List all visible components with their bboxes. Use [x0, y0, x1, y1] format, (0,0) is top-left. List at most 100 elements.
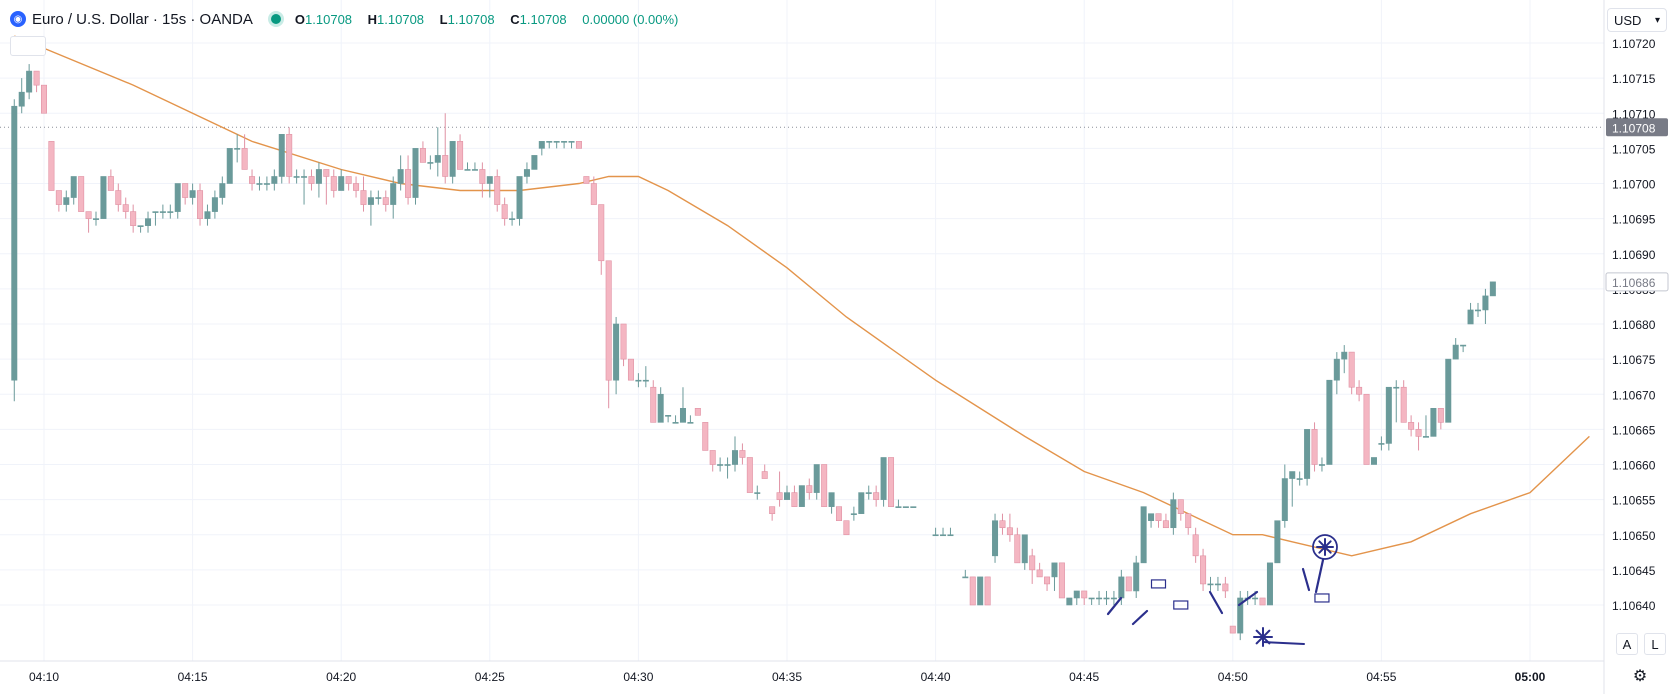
candle-down[interactable]: [479, 162, 486, 198]
candle-down[interactable]: [999, 513, 1006, 535]
candle-up[interactable]: [858, 492, 865, 514]
candle-down[interactable]: [85, 211, 92, 233]
candle-up[interactable]: [11, 99, 18, 402]
candle-up[interactable]: [1237, 590, 1244, 641]
candle-up[interactable]: [63, 190, 70, 212]
annotation-stroke[interactable]: [1262, 641, 1305, 645]
candle-up[interactable]: [1110, 590, 1117, 605]
candle-down[interactable]: [1081, 590, 1088, 605]
annotation-circled-star[interactable]: [1316, 538, 1334, 556]
candle-up[interactable]: [1066, 597, 1073, 606]
candle-up[interactable]: [434, 127, 441, 177]
candle-up[interactable]: [397, 155, 404, 191]
candle-up[interactable]: [1341, 345, 1348, 374]
candle-down[interactable]: [1192, 527, 1199, 563]
candle-down[interactable]: [494, 169, 501, 212]
candle-up[interactable]: [783, 485, 790, 500]
tradingview-logo-icon[interactable]: ◉: [10, 11, 26, 27]
candle-down[interactable]: [308, 169, 315, 191]
annotation-box[interactable]: [1150, 579, 1167, 589]
candle-down[interactable]: [345, 176, 352, 191]
candle-up[interactable]: [301, 169, 308, 205]
candle-down[interactable]: [182, 183, 189, 205]
candle-down[interactable]: [330, 169, 337, 198]
candle-up[interactable]: [412, 148, 419, 205]
candle-up[interactable]: [523, 162, 530, 184]
candle-down[interactable]: [1029, 548, 1036, 584]
candle-up[interactable]: [932, 527, 939, 537]
candle-down[interactable]: [650, 380, 657, 423]
candle-up[interactable]: [219, 176, 226, 205]
candle-up[interactable]: [1021, 534, 1028, 570]
candle-down[interactable]: [791, 485, 798, 507]
candle-up[interactable]: [464, 162, 471, 171]
candle-up[interactable]: [902, 506, 909, 508]
currency-selector[interactable]: USD ▾: [1607, 8, 1667, 32]
candles[interactable]: [11, 64, 1496, 641]
candle-down[interactable]: [836, 506, 843, 521]
candle-down[interactable]: [806, 478, 813, 500]
candle-up[interactable]: [962, 569, 969, 579]
candle-up[interactable]: [940, 527, 947, 537]
candle-down[interactable]: [583, 176, 590, 184]
annotation-stroke[interactable]: [1301, 567, 1311, 592]
candle-up[interactable]: [137, 225, 144, 233]
candle-down[interactable]: [739, 443, 746, 465]
candle-up[interactable]: [1266, 562, 1273, 606]
candle-down[interactable]: [360, 176, 367, 212]
candle-up[interactable]: [18, 78, 25, 114]
candle-down[interactable]: [1200, 548, 1207, 591]
candle-up[interactable]: [338, 169, 345, 191]
candle-up[interactable]: [1296, 471, 1303, 486]
auto-scale-button[interactable]: A: [1616, 633, 1638, 655]
candle-down[interactable]: [873, 485, 880, 507]
candle-up[interactable]: [1304, 429, 1311, 486]
candle-down[interactable]: [598, 204, 605, 275]
candle-up[interactable]: [375, 190, 382, 205]
candle-up[interactable]: [865, 485, 872, 500]
candle-down[interactable]: [286, 127, 293, 184]
candle-up[interactable]: [145, 211, 152, 233]
candle-up[interactable]: [1051, 562, 1058, 591]
candle-down[interactable]: [1408, 415, 1415, 437]
candle-up[interactable]: [1445, 358, 1452, 423]
candle-up[interactable]: [1460, 344, 1467, 353]
candle-up[interactable]: [1103, 590, 1110, 605]
candle-down[interactable]: [55, 190, 62, 212]
candle-up[interactable]: [538, 141, 545, 156]
candle-up[interactable]: [1281, 464, 1288, 528]
candle-up[interactable]: [1088, 597, 1095, 605]
candle-up[interactable]: [427, 155, 434, 170]
candle-up[interactable]: [635, 373, 642, 388]
candle-up[interactable]: [992, 513, 999, 563]
candle-down[interactable]: [48, 141, 55, 191]
candle-up[interactable]: [509, 211, 516, 226]
candle-up[interactable]: [293, 169, 300, 184]
candle-down[interactable]: [107, 169, 114, 191]
symbol-title[interactable]: Euro / U.S. Dollar · 15s · OANDA: [32, 10, 253, 28]
candle-down[interactable]: [888, 457, 895, 507]
candle-up[interactable]: [1140, 506, 1147, 564]
candle-up[interactable]: [1096, 590, 1103, 605]
candle-up[interactable]: [880, 457, 887, 507]
candle-down[interactable]: [501, 197, 508, 226]
candle-up[interactable]: [390, 176, 397, 219]
market-status-dot[interactable]: [270, 14, 281, 24]
annotation-box[interactable]: [1314, 593, 1330, 603]
time-axis[interactable]: 04:10 04:15 04:20 04:25 04:30 04:35 04:40 04:45…: [29, 670, 1546, 684]
candle-up[interactable]: [449, 141, 456, 184]
candle-down[interactable]: [1014, 527, 1021, 564]
candle-up[interactable]: [174, 183, 181, 219]
annotation-stroke[interactable]: [1314, 558, 1325, 594]
candle-up[interactable]: [263, 176, 270, 191]
candle-up[interactable]: [687, 415, 694, 424]
candle-up[interactable]: [471, 162, 478, 171]
candle-up[interactable]: [367, 190, 374, 226]
candle-down[interactable]: [1125, 576, 1132, 592]
candle-up[interactable]: [665, 415, 672, 423]
candle-up[interactable]: [717, 457, 724, 472]
annotation-stroke[interactable]: [1131, 609, 1149, 626]
candle-down[interactable]: [1044, 576, 1051, 591]
candle-down[interactable]: [33, 70, 40, 93]
